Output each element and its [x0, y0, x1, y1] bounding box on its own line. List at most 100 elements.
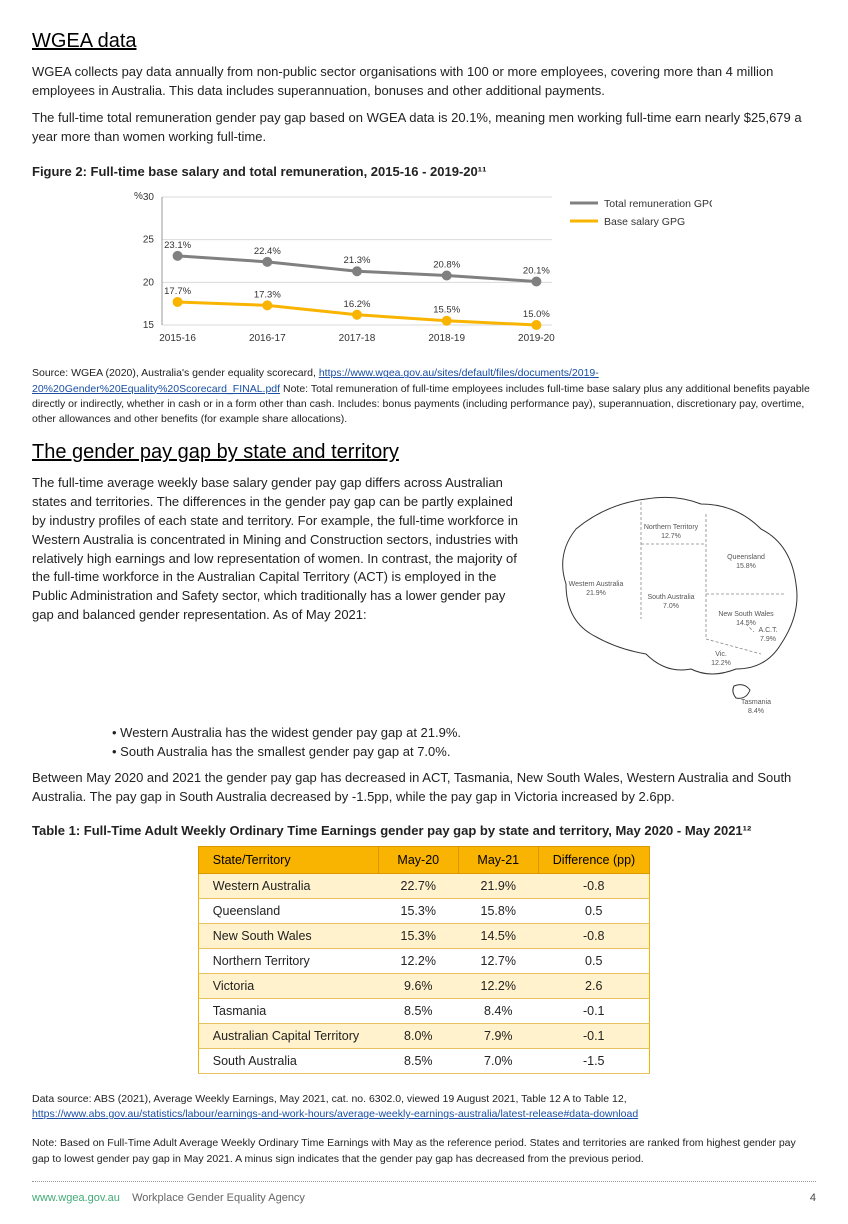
para-wgea-1: WGEA collects pay data annually from non… — [32, 63, 816, 101]
table1-title: Table 1: Full-Time Adult Weekly Ordinary… — [32, 823, 816, 838]
table-cell: 12.7% — [458, 948, 538, 973]
svg-text:20.8%: 20.8% — [433, 260, 460, 271]
table1-col-header: May-20 — [378, 846, 458, 873]
table-cell: 7.9% — [458, 1023, 538, 1048]
table-cell: 15.8% — [458, 898, 538, 923]
figure2-chart: 15202530%2015-162016-172017-182018-19201… — [32, 183, 816, 356]
svg-text:2016-17: 2016-17 — [249, 333, 286, 344]
svg-text:30: 30 — [143, 192, 155, 203]
footer-url[interactable]: www.wgea.gov.au — [32, 1192, 120, 1204]
table-cell: -0.8 — [538, 873, 649, 898]
para-wgea-2: The full-time total remuneration gender … — [32, 109, 816, 147]
table-cell: 7.0% — [458, 1048, 538, 1073]
table-cell: 15.3% — [378, 898, 458, 923]
table1: State/TerritoryMay-20May-21Difference (p… — [198, 846, 650, 1074]
heading-wgea-data: WGEA data — [32, 30, 816, 53]
table-cell: 2.6 — [538, 973, 649, 998]
svg-text:15.0%: 15.0% — [523, 309, 550, 320]
svg-text:2015-16: 2015-16 — [159, 333, 196, 344]
svg-text:A.C.T.: A.C.T. — [758, 627, 777, 634]
table-cell: Queensland — [198, 898, 378, 923]
para-state-1: The full-time average weekly base salary… — [32, 474, 520, 625]
table-cell: South Australia — [198, 1048, 378, 1073]
table-cell: -1.5 — [538, 1048, 649, 1073]
svg-text:8.4%: 8.4% — [748, 708, 764, 714]
table-cell: 12.2% — [458, 973, 538, 998]
table-cell: 8.0% — [378, 1023, 458, 1048]
table-cell: 8.5% — [378, 1048, 458, 1073]
footer-org: Workplace Gender Equality Agency — [132, 1192, 305, 1204]
table-cell: Western Australia — [198, 873, 378, 898]
table-cell: 8.4% — [458, 998, 538, 1023]
svg-text:%: % — [134, 191, 143, 202]
page-footer: www.wgea.gov.au Workplace Gender Equalit… — [32, 1188, 816, 1204]
table-cell: 0.5 — [538, 898, 649, 923]
bullet-sa: South Australia has the smallest gender … — [112, 744, 816, 759]
heading-state-territory: The gender pay gap by state and territor… — [32, 441, 816, 464]
figure2-title: Figure 2: Full-time base salary and tota… — [32, 164, 816, 179]
svg-text:25: 25 — [143, 235, 155, 246]
svg-text:17.7%: 17.7% — [164, 286, 191, 297]
table-row: Victoria9.6%12.2%2.6 — [198, 973, 649, 998]
table-cell: 15.3% — [378, 923, 458, 948]
figure2-source: Source: WGEA (2020), Australia's gender … — [32, 366, 816, 427]
svg-text:23.1%: 23.1% — [164, 240, 191, 251]
table1-col-header: State/Territory — [198, 846, 378, 873]
svg-text:16.2%: 16.2% — [344, 299, 371, 310]
table-row: Queensland15.3%15.8%0.5 — [198, 898, 649, 923]
table-cell: 22.7% — [378, 873, 458, 898]
table-row: Northern Territory12.2%12.7%0.5 — [198, 948, 649, 973]
table-row: South Australia8.5%7.0%-1.5 — [198, 1048, 649, 1073]
table-row: Tasmania8.5%8.4%-0.1 — [198, 998, 649, 1023]
svg-text:20.1%: 20.1% — [523, 266, 550, 277]
footer-divider — [32, 1181, 816, 1182]
svg-text:Base salary GPG: Base salary GPG — [604, 216, 685, 228]
figure2-source-prefix: Source: WGEA (2020), Australia's gender … — [32, 367, 319, 379]
svg-text:Vic.: Vic. — [715, 651, 727, 658]
svg-text:2018-19: 2018-19 — [428, 333, 465, 344]
table1-source-prefix: Data source: ABS (2021), Average Weekly … — [32, 1093, 627, 1105]
page-number: 4 — [810, 1192, 816, 1204]
table1-source-link[interactable]: https://www.abs.gov.au/statistics/labour… — [32, 1108, 638, 1120]
svg-text:7.9%: 7.9% — [760, 636, 776, 643]
svg-text:Total remuneration GPG: Total remuneration GPG — [604, 198, 712, 210]
svg-text:12.2%: 12.2% — [711, 660, 731, 667]
svg-text:12.7%: 12.7% — [661, 533, 681, 540]
svg-text:15: 15 — [143, 320, 155, 331]
state-bullet-list: Western Australia has the widest gender … — [32, 725, 816, 759]
table1-source: Data source: ABS (2021), Average Weekly … — [32, 1092, 816, 1122]
table-row: New South Wales15.3%14.5%-0.8 — [198, 923, 649, 948]
svg-text:15.8%: 15.8% — [736, 563, 756, 570]
bullet-wa: Western Australia has the widest gender … — [112, 725, 816, 740]
table-cell: New South Wales — [198, 923, 378, 948]
svg-text:21.9%: 21.9% — [586, 590, 606, 597]
table1-col-header: Difference (pp) — [538, 846, 649, 873]
table-cell: Tasmania — [198, 998, 378, 1023]
svg-text:21.3%: 21.3% — [344, 256, 371, 267]
svg-text:Western Australia: Western Australia — [569, 581, 624, 588]
svg-text:New South Wales: New South Wales — [718, 611, 774, 618]
australia-map: Western Australia21.9%Northern Territory… — [536, 474, 816, 717]
table1-col-header: May-21 — [458, 846, 538, 873]
svg-text:22.4%: 22.4% — [254, 246, 281, 257]
table-cell: Victoria — [198, 973, 378, 998]
table-cell: -0.8 — [538, 923, 649, 948]
svg-text:2017-18: 2017-18 — [339, 333, 376, 344]
svg-text:2019-20: 2019-20 — [518, 333, 555, 344]
table-cell: Australian Capital Territory — [198, 1023, 378, 1048]
table-cell: -0.1 — [538, 1023, 649, 1048]
svg-text:7.0%: 7.0% — [663, 603, 679, 610]
table-cell: 0.5 — [538, 948, 649, 973]
table-cell: 21.9% — [458, 873, 538, 898]
table-row: Western Australia22.7%21.9%-0.8 — [198, 873, 649, 898]
svg-text:Queensland: Queensland — [727, 554, 765, 561]
table-cell: 9.6% — [378, 973, 458, 998]
table-cell: 14.5% — [458, 923, 538, 948]
table1-note: Note: Based on Full-Time Adult Average W… — [32, 1136, 816, 1166]
table-cell: 12.2% — [378, 948, 458, 973]
table-cell: -0.1 — [538, 998, 649, 1023]
svg-text:15.5%: 15.5% — [433, 305, 460, 316]
table-cell: Northern Territory — [198, 948, 378, 973]
svg-text:17.3%: 17.3% — [254, 290, 281, 301]
para-state-2: Between May 2020 and 2021 the gender pay… — [32, 769, 816, 807]
